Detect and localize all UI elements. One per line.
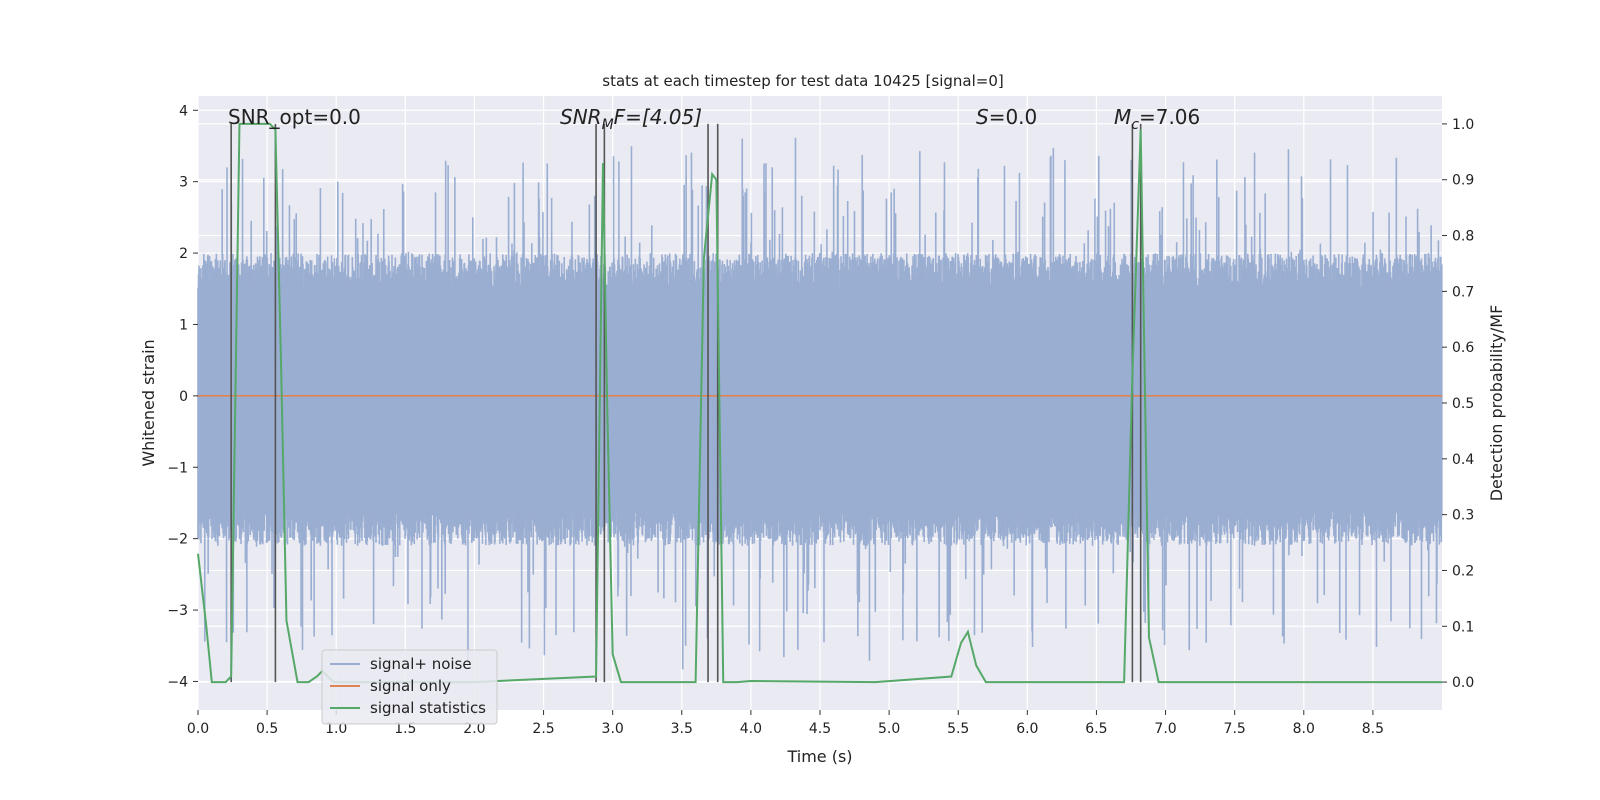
annotation-snr-opt: SNR_opt=0.0 (228, 105, 361, 129)
y-tick-label: 1 (179, 317, 188, 333)
y-tick-label: 0 (179, 389, 188, 405)
annotation-snr-mf-symbol: SNR (560, 105, 602, 129)
y-tick-label: 3 (179, 175, 188, 191)
y-tick-label: 4 (179, 103, 188, 119)
annotation-mc-value: =7.06 (1139, 105, 1200, 129)
x-tick-label: 2.5 (532, 721, 554, 737)
annotation-mc-subscript: c (1131, 117, 1139, 133)
y2-tick-label: 0.1 (1452, 619, 1474, 635)
y2-tick-label: 0.7 (1452, 284, 1474, 300)
y2-tick-label: 0.4 (1452, 452, 1474, 468)
y2-tick-label: 0.2 (1452, 563, 1474, 579)
x-tick-label: 0.5 (256, 721, 278, 737)
x-axis-label: Time (s) (786, 747, 852, 766)
series-signal-plus-noise (197, 137, 1443, 670)
annotation-mc: Mc=7.06 (1114, 105, 1200, 133)
y2-tick-label: 0.9 (1452, 173, 1474, 189)
x-axis-ticks: 0.0 0.5 1.0 1.5 2.0 2.5 3.0 3.5 4.0 4.5 5.0 5.5 6.0 6… (187, 710, 1384, 737)
x-tick-label: 0.0 (187, 721, 209, 737)
series-signal-statistics (197, 122, 1442, 684)
y2-tick-label: 0.8 (1452, 229, 1474, 245)
x-tick-label: 6.0 (1016, 721, 1038, 737)
x-tick-label: 3.0 (602, 721, 624, 737)
y2-tick-label: 1.0 (1452, 117, 1474, 133)
annotation-snr-mf-value: F=[4.05] (614, 105, 702, 129)
x-tick-label: 8.5 (1362, 721, 1384, 737)
annotation-snr-mf: SNRMF=[4.05] (560, 105, 702, 133)
y-tick-label: −2 (167, 532, 188, 548)
annotation-mc-symbol: M (1114, 105, 1131, 129)
x-tick-label: 5.0 (878, 721, 900, 737)
y-tick-label: −3 (167, 603, 188, 619)
x-tick-label: 3.5 (671, 721, 693, 737)
y-tick-label: −4 (167, 674, 188, 690)
x-tick-label: 4.5 (809, 721, 831, 737)
x-tick-label: 1.5 (394, 721, 416, 737)
legend-label-signal-statistics: signal statistics (370, 699, 486, 717)
y2-tick-label: 0.3 (1452, 508, 1474, 524)
x-tick-label: 8.0 (1293, 721, 1315, 737)
chart-title: stats at each timestep for test data 104… (602, 72, 1003, 90)
legend-label-signal-only: signal only (370, 677, 451, 695)
x-tick-label: 2.0 (463, 721, 485, 737)
y2-tick-label: 0.6 (1452, 340, 1474, 356)
x-tick-label: 4.0 (740, 721, 762, 737)
x-tick-label: 7.0 (1154, 721, 1176, 737)
legend-box (321, 649, 498, 725)
x-tick-label: 5.5 (947, 721, 969, 737)
annotation-snr-mf-subscript: M (602, 117, 614, 133)
x-tick-label: 7.5 (1224, 721, 1246, 737)
legend-label-signal-plus-noise: signal+ noise (370, 655, 472, 673)
y-axis-ticks: −4 −3 −2 −1 0 1 2 3 4 (167, 103, 198, 690)
annotation-s: S=0.0 (976, 105, 1037, 129)
annotation-s-value: =0.0 (989, 105, 1038, 129)
y-tick-label: −1 (167, 460, 188, 476)
signal-statistics-line (197, 122, 1442, 684)
y2-tick-label: 0.0 (1452, 675, 1474, 691)
x-tick-label: 6.5 (1085, 721, 1107, 737)
y2-tick-label: 0.5 (1452, 396, 1474, 412)
y-axis-label: Whitened strain (139, 339, 158, 466)
y-tick-label: 2 (179, 246, 188, 262)
x-tick-label: 1.0 (325, 721, 347, 737)
legend: signal+ noise signal only signal statist… (321, 649, 498, 725)
y2-axis-label: Detection probability/MF (1487, 305, 1506, 502)
annotation-s-symbol: S (976, 105, 989, 129)
y2-axis-ticks: 0.0 0.1 0.2 0.3 0.4 0.5 0.6 0.7 0.8 0.9 1.0 (1442, 117, 1474, 691)
